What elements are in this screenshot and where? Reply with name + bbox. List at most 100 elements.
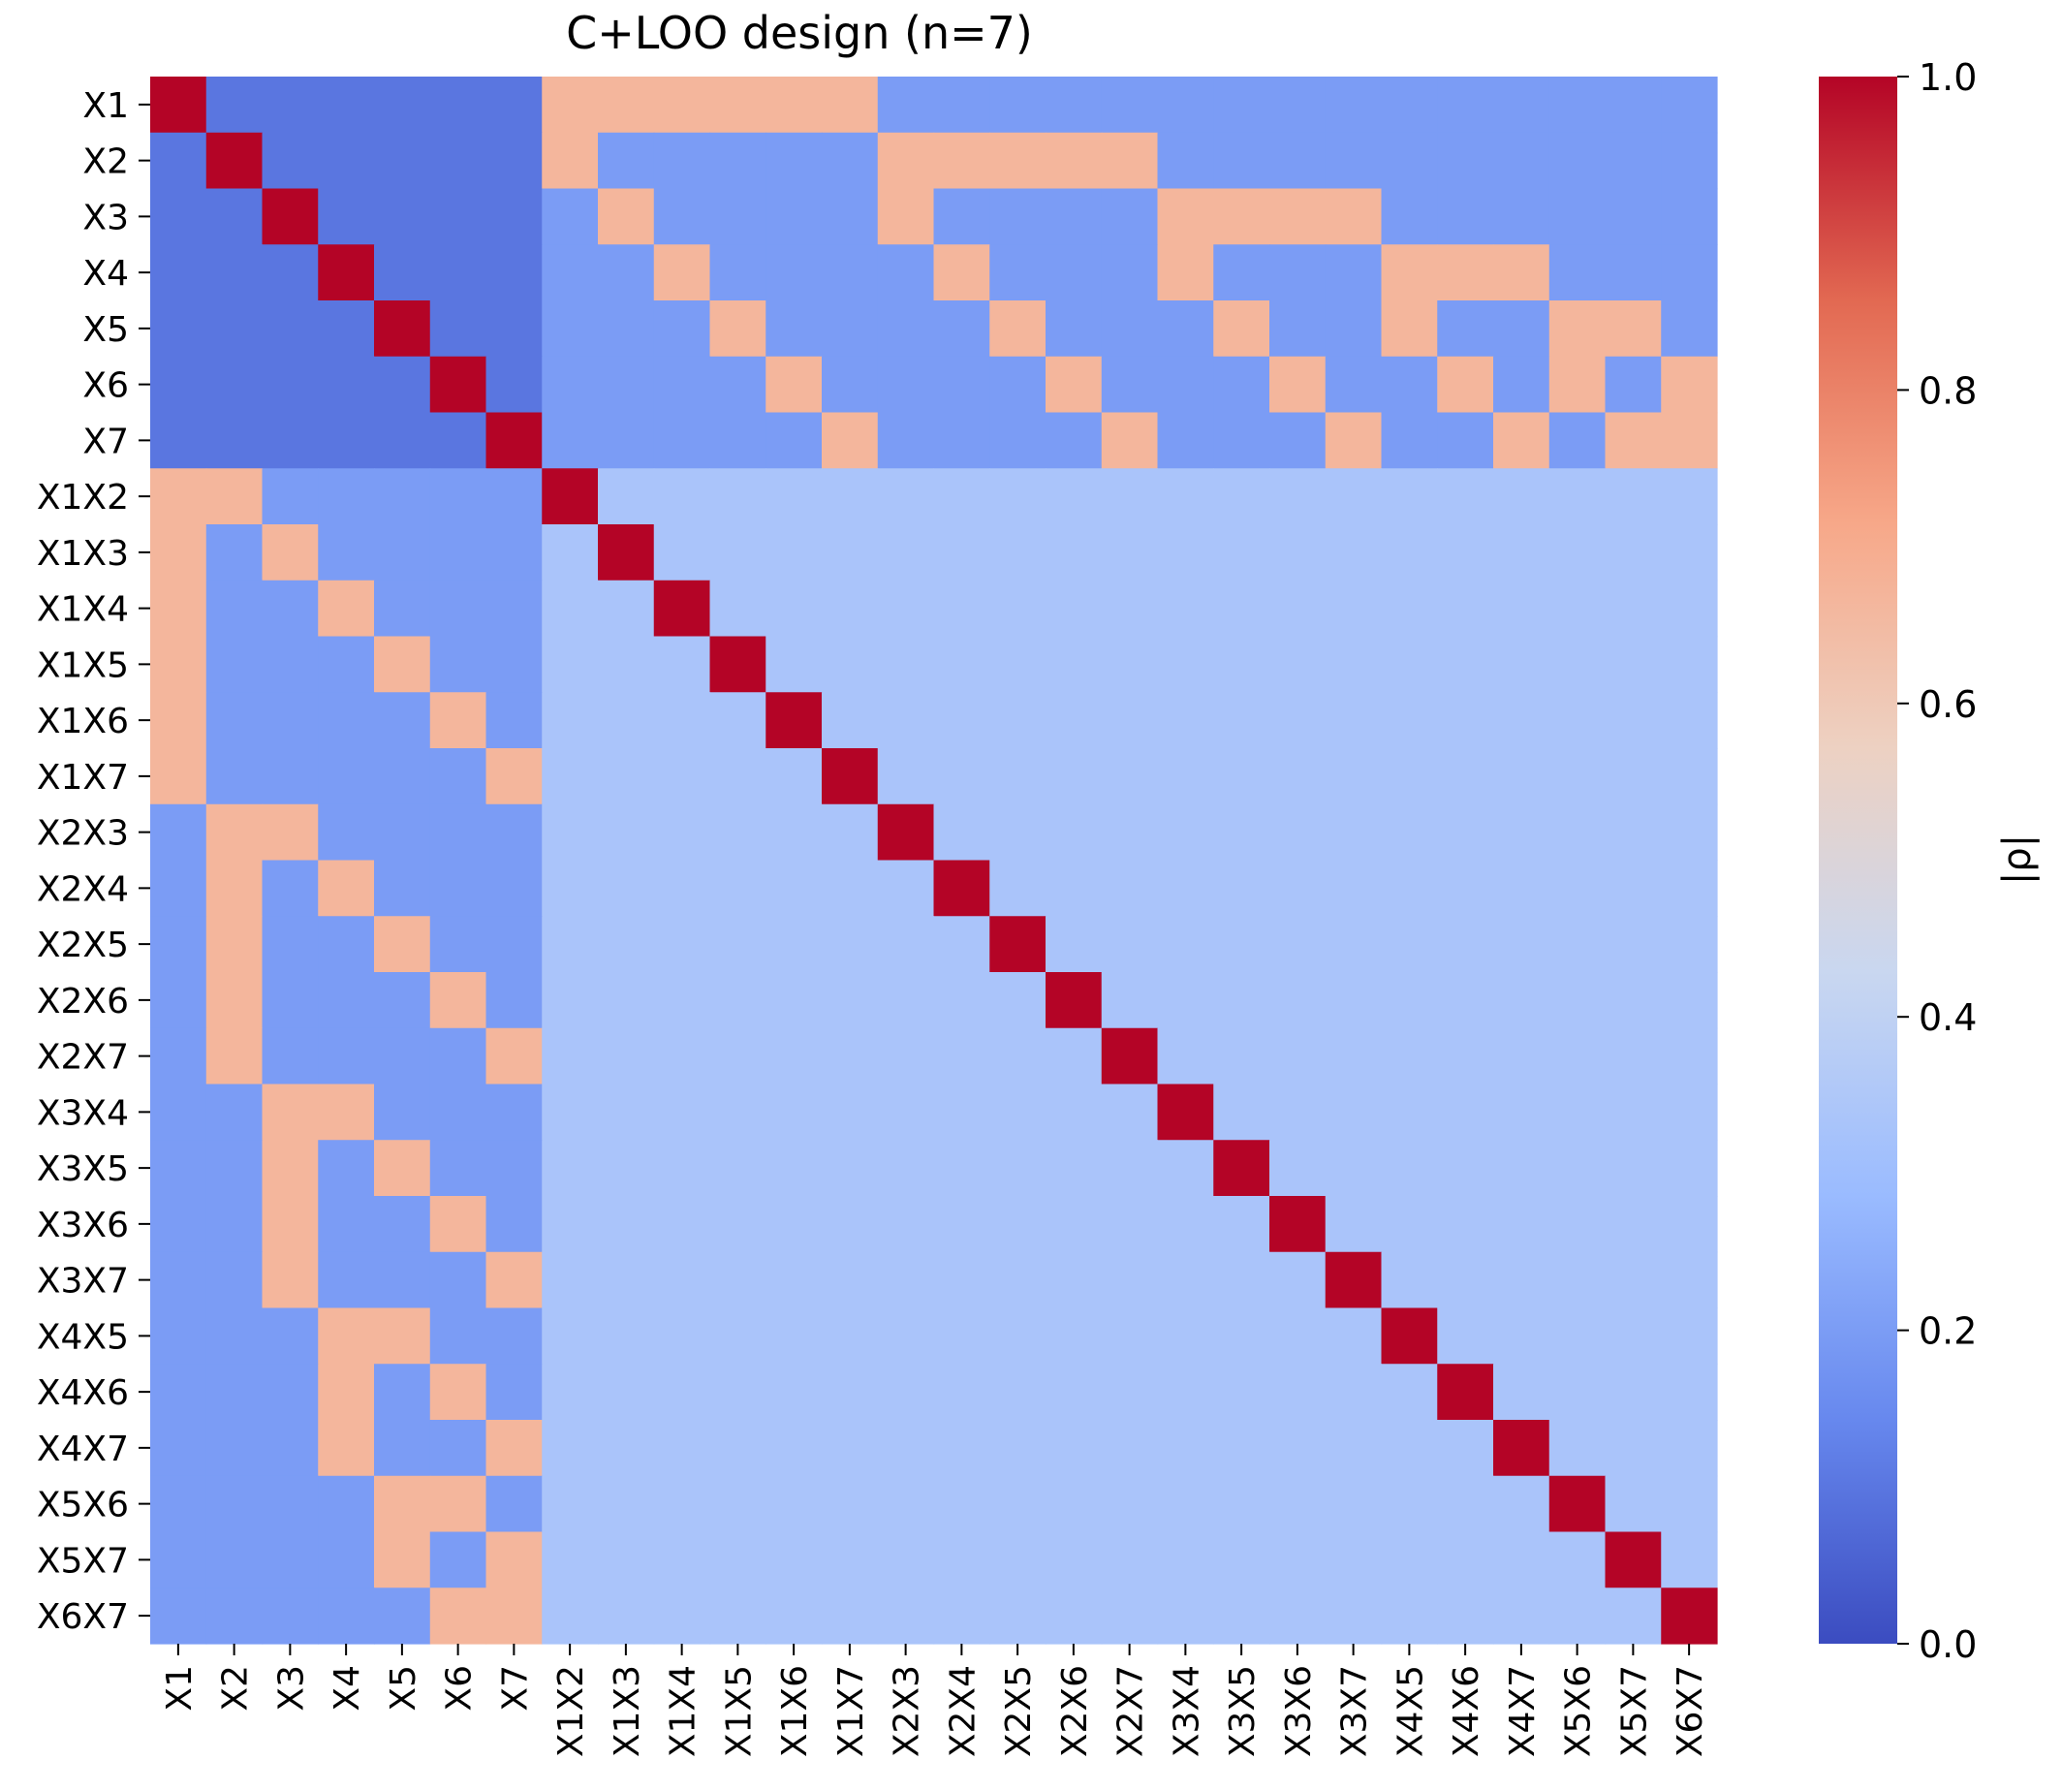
x-tick-label: X2X3: [888, 1665, 927, 1757]
heatmap-cell: [1046, 1084, 1103, 1141]
heatmap-cell: [1325, 132, 1383, 190]
heatmap-cell: [1548, 860, 1607, 917]
y-tick-label: X1X3: [37, 534, 129, 574]
heatmap-cell: [1213, 188, 1270, 245]
heatmap-cell: [542, 748, 599, 805]
y-tick-label: X2: [82, 142, 129, 182]
heatmap-cell: [822, 748, 879, 805]
heatmap-cell: [989, 1364, 1047, 1421]
heatmap-cell: [1493, 132, 1550, 190]
heatmap-cell: [989, 803, 1047, 862]
x-tick-label: X3X6: [1279, 1665, 1319, 1757]
heatmap-cell: [1605, 916, 1662, 973]
heatmap-cell: [765, 244, 823, 301]
heatmap-cell: [205, 1420, 264, 1477]
heatmap-cell: [933, 1084, 990, 1141]
heatmap-cell: [1213, 356, 1270, 414]
heatmap-cell: [1325, 1251, 1383, 1309]
heatmap-cell: [653, 468, 711, 525]
heatmap-cell: [933, 244, 990, 301]
heatmap-cell: [1437, 244, 1494, 301]
heatmap-cell: [989, 1140, 1047, 1197]
heatmap-cell: [653, 1475, 711, 1533]
heatmap-cell: [1437, 748, 1494, 805]
heatmap-cell: [1325, 972, 1383, 1029]
colorbar-tick-label: 1.0: [1919, 56, 1977, 99]
heatmap-cell: [709, 1364, 766, 1421]
heatmap-cell: [1605, 1420, 1662, 1477]
x-tick-label: X2X6: [1055, 1665, 1095, 1757]
heatmap-cell: [1269, 1196, 1327, 1253]
heatmap-cell: [485, 1420, 543, 1477]
heatmap-cell: [1269, 524, 1327, 582]
heatmap-cell: [1493, 1027, 1550, 1085]
heatmap-cell: [1437, 300, 1494, 358]
heatmap-cell: [542, 1251, 599, 1309]
heatmap-cell: [1269, 1140, 1327, 1197]
colorbar-tick-label: 0.2: [1919, 1310, 1977, 1353]
heatmap-cell: [1101, 860, 1159, 917]
heatmap-cell: [1381, 1140, 1438, 1197]
heatmap-cell: [765, 1027, 823, 1085]
heatmap-cell: [765, 132, 823, 190]
heatmap-cell: [1269, 468, 1327, 525]
heatmap-cell: [1101, 132, 1159, 190]
heatmap-cell: [1437, 77, 1494, 134]
heatmap-cell: [1493, 692, 1550, 749]
heatmap-cell: [150, 412, 207, 469]
heatmap-cell: [1437, 1364, 1494, 1421]
heatmap-cell: [542, 1140, 599, 1197]
heatmap-cell: [429, 188, 487, 245]
heatmap-cell: [653, 972, 711, 1029]
heatmap-cell: [709, 300, 766, 358]
heatmap-cell: [374, 1251, 431, 1309]
heatmap-cell: [1437, 1420, 1494, 1477]
heatmap-cell: [262, 1475, 319, 1533]
heatmap-cell: [1381, 1196, 1438, 1253]
heatmap-cell: [1661, 356, 1718, 414]
heatmap-cell: [765, 1475, 823, 1533]
heatmap-cell: [542, 1588, 599, 1645]
heatmap-cell: [1493, 1196, 1550, 1253]
heatmap-cell: [1605, 1196, 1662, 1253]
heatmap-cell: [429, 412, 487, 469]
heatmap-cell: [822, 580, 879, 638]
heatmap-cell: [150, 1364, 207, 1421]
y-tick-label: X4X5: [37, 1317, 129, 1357]
heatmap-cell: [205, 748, 264, 805]
heatmap-cell: [1493, 244, 1550, 301]
heatmap-cell: [709, 1420, 766, 1477]
x-tick-label: X5X7: [1614, 1665, 1654, 1757]
heatmap-cell: [877, 468, 935, 525]
heatmap-cell: [877, 1588, 935, 1645]
heatmap-cell: [1269, 580, 1327, 638]
heatmap-cell: [989, 636, 1047, 693]
heatmap-cell: [1157, 916, 1214, 973]
heatmap-cell: [709, 356, 766, 414]
heatmap-cell: [933, 916, 990, 973]
heatmap-cell: [262, 356, 319, 414]
heatmap-cell: [933, 692, 990, 749]
heatmap-cell: [205, 77, 264, 134]
x-tick-label: X1: [160, 1665, 200, 1712]
heatmap-cell: [1101, 468, 1159, 525]
y-tick-label: X6X7: [37, 1597, 129, 1637]
heatmap-cell: [822, 1588, 879, 1645]
heatmap-cell: [933, 468, 990, 525]
heatmap-cell: [1381, 468, 1438, 525]
heatmap-cell: [1213, 412, 1270, 469]
heatmap-cell: [709, 1084, 766, 1141]
heatmap-cell: [1213, 916, 1270, 973]
heatmap-cell: [1157, 1307, 1214, 1365]
heatmap-cell: [1046, 748, 1103, 805]
heatmap-cell: [1437, 468, 1494, 525]
heatmap-cell: [1548, 803, 1607, 862]
heatmap-cell: [429, 1251, 487, 1309]
heatmap-cell: [989, 1084, 1047, 1141]
heatmap-cell: [1437, 1140, 1494, 1197]
heatmap-cell: [1101, 1196, 1159, 1253]
heatmap-cell: [933, 1420, 990, 1477]
heatmap-cell: [374, 580, 431, 638]
heatmap-cell: [1157, 1531, 1214, 1588]
heatmap-cell: [429, 1420, 487, 1477]
